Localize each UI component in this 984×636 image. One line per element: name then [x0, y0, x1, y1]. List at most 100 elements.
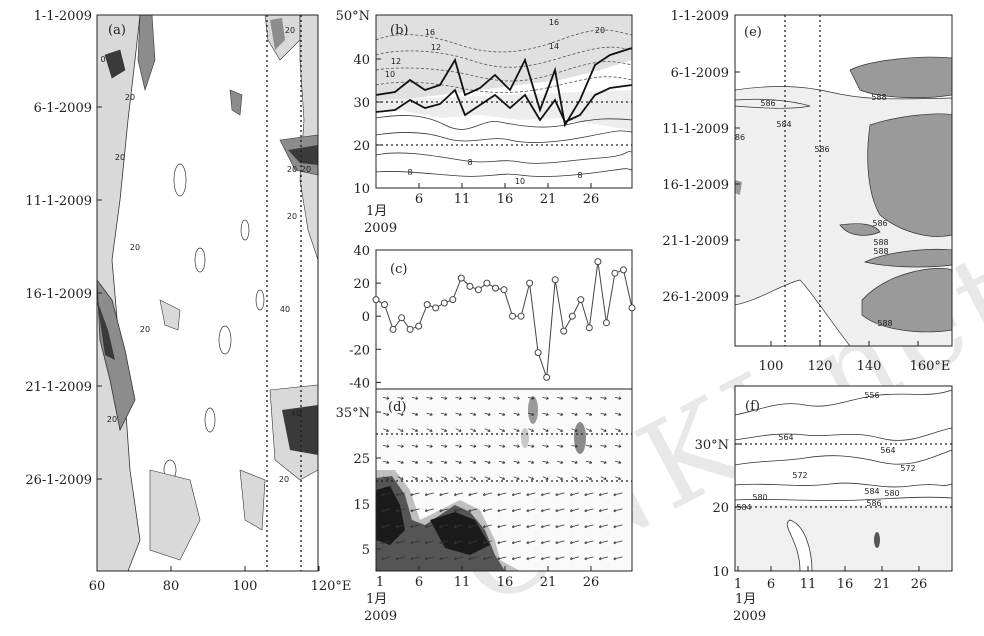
wind-arrow-head [584, 557, 588, 561]
wind-arrow [497, 556, 507, 560]
wind-arrow-head [516, 460, 520, 464]
wind-arrow-head [386, 477, 389, 480]
wind-arrow-head [497, 525, 501, 529]
panel-d-y-tick-label: 15 [353, 498, 370, 513]
wind-arrow-head [502, 460, 506, 464]
panel-e-contour-label: 588 [873, 238, 888, 247]
wind-arrow [584, 508, 594, 512]
wind-arrow [397, 445, 404, 447]
wind-arrow-head [545, 429, 549, 432]
panel-b-contour-label: 10 [515, 177, 525, 186]
wind-arrow-head [598, 493, 602, 497]
panel-e-x-tick-label: 140 [857, 359, 882, 374]
wind-arrow [615, 428, 621, 432]
wind-arrow-head [516, 429, 520, 432]
wind-arrow-head [613, 493, 617, 497]
wind-arrow-head [540, 557, 544, 561]
panel-c-data-point [389, 325, 397, 333]
wind-arrow [584, 540, 594, 544]
wind-arrow-head [589, 444, 593, 448]
wind-arrow [599, 556, 608, 560]
wind-arrow [484, 445, 491, 447]
wind-arrow [484, 412, 491, 416]
wind-arrow-head [546, 396, 549, 400]
panel-d-x-tick-label: 21 [540, 575, 557, 590]
wind-arrow-head [395, 493, 399, 497]
wind-arrow [599, 524, 608, 528]
wind-arrow [497, 540, 507, 544]
panel-e-y-tick-label: 16-1-2009 [662, 178, 729, 193]
wind-arrow-head [473, 396, 477, 400]
wind-arrow-head [468, 541, 472, 545]
panel-a-y-tick-label: 21-1-2009 [25, 380, 92, 395]
wind-arrow [455, 445, 462, 447]
wind-arrow [410, 492, 420, 496]
wind-arrow [585, 397, 593, 399]
panel-c-data-point [560, 327, 568, 335]
wind-arrow [455, 476, 462, 480]
panel-d-label: (d) [388, 400, 406, 415]
wind-arrow-head [603, 460, 607, 464]
panel-b-contour-label: 8 [467, 158, 472, 167]
panel-b-contour-label: 20 [595, 26, 605, 35]
wind-arrow-head [381, 525, 385, 529]
wind-arrow [397, 412, 404, 416]
wind-arrow [483, 556, 492, 560]
wind-arrow-head [531, 429, 534, 432]
panel-a-y-tick-label: 1-1-2009 [34, 9, 92, 24]
wind-arrow-head [429, 429, 433, 432]
wind-arrow [381, 556, 391, 560]
wind-arrow-head [526, 525, 530, 529]
panel-a-x-tick-label: 120°E [311, 579, 352, 594]
wind-arrow [571, 397, 578, 399]
panel-c-y-tick-label: 20 [353, 277, 370, 292]
panel-f-x-tick-label: 16 [837, 577, 854, 592]
panel-a-y-tick-label: 16-1-2009 [25, 287, 92, 302]
wind-arrow-head [555, 525, 559, 529]
wind-arrow-head [560, 444, 564, 448]
wind-arrow [570, 492, 579, 496]
wind-arrow-head [424, 557, 428, 561]
wind-arrow [556, 445, 564, 447]
wind-arrow-head [381, 541, 385, 545]
wind-arrow-head [546, 444, 549, 448]
wind-arrow-head [531, 412, 535, 416]
wind-arrow [614, 460, 622, 464]
wind-arrow [426, 476, 433, 480]
panel-d-x-tick-label: 16 [497, 575, 514, 590]
wind-arrow-head [618, 477, 621, 480]
panel-f-contour-label: 586 [866, 499, 881, 508]
wind-arrow [382, 412, 390, 416]
wind-arrow [382, 460, 390, 464]
wind-arrow [381, 492, 391, 496]
wind-arrow-head [569, 525, 573, 529]
wind-arrow [542, 476, 549, 480]
wind-arrow-head [395, 541, 399, 545]
panel-d-x-year: 2009 [364, 609, 397, 624]
wind-arrow-head [545, 477, 549, 480]
wind-arrow-head [444, 477, 447, 480]
panel-b-contour-label: 8 [407, 168, 412, 177]
wind-arrow-head [473, 429, 476, 432]
wind-arrow-head [487, 460, 491, 464]
wind-arrow [426, 397, 433, 399]
panel-c-data-point [602, 319, 610, 327]
wind-arrow [470, 476, 476, 480]
wind-arrow [528, 476, 534, 480]
panel-f-x-year: 2009 [733, 609, 766, 624]
panel-a-y-tick-label: 11-1-2009 [25, 194, 92, 209]
wind-arrow [555, 508, 565, 512]
wind-arrow [454, 492, 463, 496]
wind-arrow [615, 476, 621, 480]
panel-b-x-tick-label: 21 [540, 192, 557, 207]
panel-f-contour-label: 572 [900, 464, 915, 473]
panel-a-y-ticks: 1-1-2009 6-1-2009 11-1-2009 16-1-2009 21-1-2… [25, 9, 102, 488]
wind-arrow-head [453, 557, 457, 561]
wind-arrow [555, 556, 565, 560]
panel-c-data-point [457, 274, 465, 282]
wind-arrow [585, 460, 593, 464]
wind-arrow [599, 540, 608, 544]
wind-arrow-head [410, 493, 414, 497]
wind-arrow [381, 508, 391, 512]
